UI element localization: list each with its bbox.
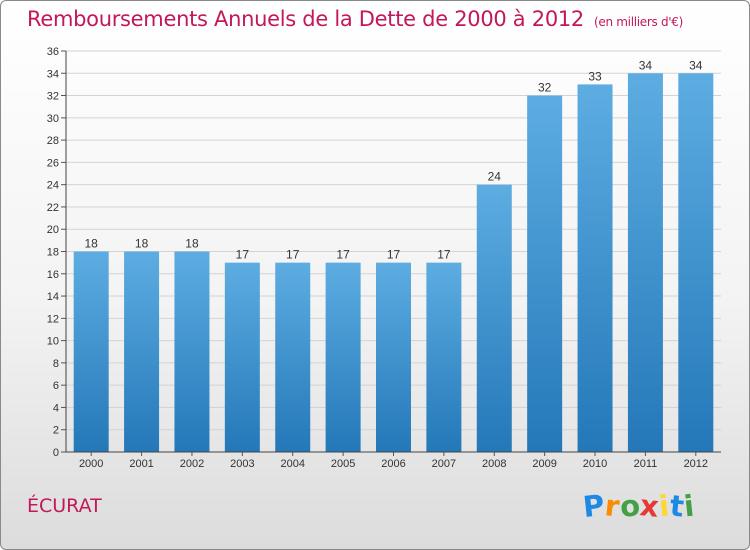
y-tick-label: 0	[53, 447, 59, 459]
data-label: 32	[538, 81, 552, 95]
y-tick-label: 22	[47, 202, 59, 214]
data-label: 24	[488, 170, 502, 184]
data-label: 34	[639, 58, 653, 72]
x-tick-label: 2007	[432, 458, 456, 470]
x-tick-label: 2003	[230, 458, 254, 470]
bar	[627, 73, 663, 453]
x-tick-label: 2009	[532, 458, 556, 470]
y-tick-label: 14	[47, 291, 59, 303]
bar	[124, 251, 160, 452]
bar	[376, 262, 411, 452]
x-tick-label: 2012	[684, 458, 708, 470]
bar	[174, 251, 210, 452]
y-tick-label: 6	[53, 380, 59, 392]
x-axis: 2000 2001 2002 2003 2004 2005 2006 2007 2008 2009…	[66, 451, 721, 470]
x-tick-label: 2001	[129, 458, 153, 470]
y-tick-label: 20	[47, 224, 59, 236]
chart-title-text: Remboursements Annuels de la Dette de 20…	[27, 7, 584, 31]
bar	[678, 73, 714, 453]
chart-title: Remboursements Annuels de la Dette de 20…	[27, 7, 683, 31]
x-tick-label: 2006	[381, 458, 405, 470]
y-tick-label: 26	[47, 157, 59, 169]
data-label: 17	[236, 248, 250, 262]
bar	[325, 262, 361, 452]
city-name: ÉCURAT	[27, 495, 102, 517]
y-tick-label: 2	[53, 425, 59, 437]
bar	[275, 262, 311, 452]
x-tick-label: 2000	[79, 458, 103, 470]
data-label: 17	[437, 248, 451, 262]
logo-letter: i	[682, 488, 697, 524]
bar	[224, 262, 260, 452]
data-label: 18	[185, 237, 199, 251]
data-label: 33	[588, 69, 602, 83]
y-tick-label: 36	[47, 46, 59, 58]
x-tick-label: 2004	[280, 458, 304, 470]
bar	[577, 84, 613, 453]
y-tick-label: 34	[47, 68, 59, 80]
y-tick-label: 4	[53, 402, 59, 414]
data-label: 17	[286, 248, 300, 262]
proxiti-logo: Proxiti	[581, 488, 697, 524]
x-tick-label: 2011	[634, 458, 658, 470]
x-tick-label: 2002	[180, 458, 204, 470]
chart-unit: (en milliers d'€)	[594, 15, 684, 29]
data-label: 17	[336, 248, 350, 262]
bars: 18 18 18 17 17 17 17 17 24 32 33 34 34	[73, 58, 714, 453]
data-label: 34	[689, 58, 703, 72]
bar	[527, 95, 563, 453]
y-tick-label: 10	[47, 336, 59, 348]
y-tick-label: 24	[47, 180, 59, 192]
data-label: 18	[135, 237, 149, 251]
y-tick-label: 30	[47, 113, 59, 125]
x-tick-label: 2008	[482, 458, 506, 470]
data-label: 17	[387, 248, 401, 262]
bar	[73, 251, 109, 452]
bar	[426, 262, 462, 452]
x-tick-label: 2005	[331, 458, 355, 470]
y-tick-label: 12	[47, 313, 59, 325]
y-tick-label: 28	[47, 135, 59, 147]
y-tick-label: 18	[47, 247, 59, 259]
x-tick-label: 2010	[583, 458, 607, 470]
y-tick-label: 32	[47, 91, 59, 103]
data-label: 18	[85, 237, 99, 251]
y-tick-label: 16	[47, 269, 59, 281]
bar	[476, 184, 512, 452]
y-tick-label: 8	[53, 358, 59, 370]
